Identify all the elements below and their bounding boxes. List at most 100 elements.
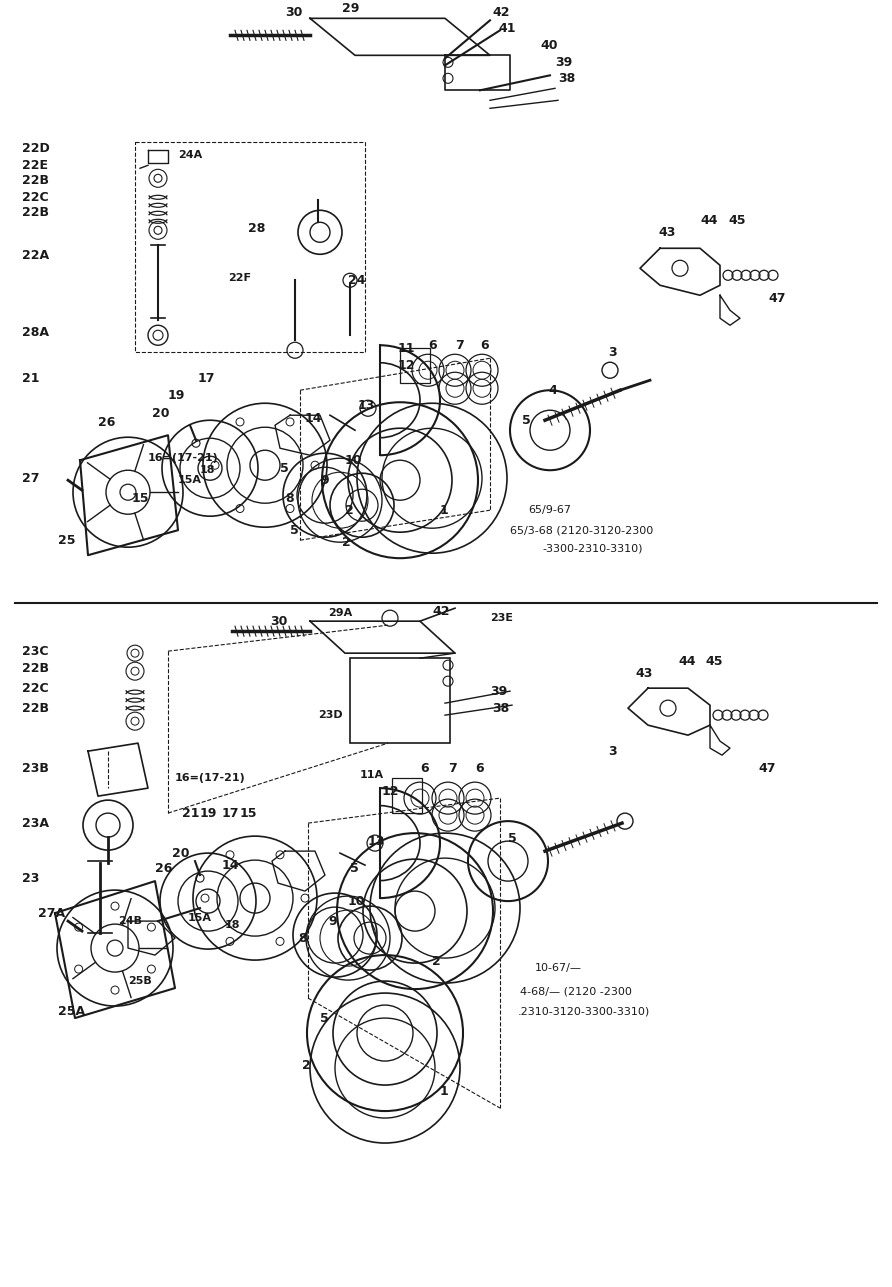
Text: 12: 12 — [382, 785, 400, 798]
Text: 16=(17-21): 16=(17-21) — [175, 773, 246, 782]
Text: 14: 14 — [222, 858, 239, 871]
Text: 19: 19 — [168, 389, 186, 402]
Text: 65/3-68 (2120-3120-2300: 65/3-68 (2120-3120-2300 — [510, 525, 653, 535]
Text: 27A: 27A — [38, 906, 65, 920]
Text: 65/9-67: 65/9-67 — [528, 506, 571, 515]
Text: 2: 2 — [345, 503, 354, 516]
Text: 30: 30 — [285, 6, 302, 19]
Bar — [392, 779, 422, 813]
Text: 24B: 24B — [118, 916, 142, 927]
Text: 10: 10 — [348, 894, 366, 907]
Text: 22C: 22C — [22, 190, 49, 203]
Text: 14: 14 — [305, 412, 323, 425]
Text: 42: 42 — [492, 6, 509, 19]
Text: 8: 8 — [285, 492, 293, 505]
Text: 24: 24 — [348, 274, 366, 287]
Text: 13: 13 — [358, 399, 376, 412]
Text: 30: 30 — [270, 615, 287, 628]
Bar — [135, 143, 365, 353]
Text: 5: 5 — [522, 413, 531, 427]
Text: 6: 6 — [475, 762, 483, 775]
Text: 20: 20 — [152, 407, 169, 420]
Text: 4-68/— (2120 -2300: 4-68/— (2120 -2300 — [520, 986, 632, 996]
Text: 29: 29 — [342, 1, 359, 15]
Text: 41: 41 — [498, 22, 516, 35]
Text: 13: 13 — [368, 834, 385, 848]
Text: 11: 11 — [398, 342, 416, 355]
Text: 5: 5 — [508, 831, 516, 844]
Text: 25B: 25B — [128, 976, 152, 986]
Text: 8: 8 — [298, 932, 307, 945]
Text: 22C: 22C — [22, 682, 49, 695]
Text: 17: 17 — [222, 807, 239, 820]
Text: 15: 15 — [132, 492, 150, 505]
Text: 2: 2 — [302, 1059, 310, 1072]
Text: 22B: 22B — [22, 662, 49, 674]
Text: 22E: 22E — [22, 158, 48, 171]
Text: 47: 47 — [768, 292, 786, 305]
Text: 5: 5 — [290, 524, 299, 537]
Text: 26: 26 — [98, 416, 115, 429]
Text: 38: 38 — [558, 72, 575, 85]
Text: 3: 3 — [608, 346, 616, 359]
Text: 15A: 15A — [178, 475, 202, 485]
Text: 2: 2 — [342, 535, 351, 548]
Text: 18: 18 — [225, 920, 241, 931]
Text: 24A: 24A — [178, 151, 202, 161]
Text: 20: 20 — [172, 847, 189, 860]
Text: 40: 40 — [540, 39, 558, 51]
Text: 38: 38 — [492, 701, 509, 714]
Text: 16=(17-21): 16=(17-21) — [148, 453, 219, 463]
Text: 15A: 15A — [188, 912, 212, 923]
Text: 11A: 11A — [360, 770, 384, 780]
Text: 27: 27 — [22, 472, 39, 485]
Text: 42: 42 — [432, 605, 450, 618]
Text: 18: 18 — [200, 465, 216, 475]
Text: 23D: 23D — [318, 710, 343, 721]
Text: 12: 12 — [398, 359, 416, 372]
Bar — [400, 349, 430, 384]
Text: 25: 25 — [58, 534, 76, 547]
Text: 45: 45 — [728, 214, 746, 227]
Text: 22D: 22D — [22, 142, 50, 154]
Text: 22A: 22A — [22, 248, 49, 261]
Text: 23: 23 — [22, 871, 39, 884]
Text: 23C: 23C — [22, 645, 48, 658]
Text: -3300-2310-3310): -3300-2310-3310) — [542, 543, 642, 553]
Text: 28A: 28A — [22, 326, 49, 338]
Text: 1: 1 — [440, 1085, 449, 1098]
Text: 5: 5 — [320, 1012, 329, 1024]
Text: 6: 6 — [428, 338, 436, 351]
Text: 25A: 25A — [58, 1005, 85, 1018]
Text: 17: 17 — [198, 372, 216, 385]
Text: 22F: 22F — [228, 273, 251, 283]
Text: 39: 39 — [555, 55, 573, 68]
Text: 4: 4 — [548, 384, 557, 396]
Text: 23A: 23A — [22, 817, 49, 830]
Text: 6: 6 — [420, 762, 429, 775]
Text: 10: 10 — [345, 454, 362, 467]
Text: 47: 47 — [758, 762, 775, 775]
Text: 23B: 23B — [22, 762, 49, 775]
Text: 10-67/—: 10-67/— — [535, 963, 582, 973]
Text: 5: 5 — [350, 861, 359, 875]
Text: 22B: 22B — [22, 174, 49, 187]
Text: 39: 39 — [490, 685, 508, 698]
Text: 22B: 22B — [22, 206, 49, 219]
Text: 6: 6 — [480, 338, 489, 351]
Text: 44: 44 — [700, 214, 717, 227]
Text: 15: 15 — [240, 807, 258, 820]
Text: 45: 45 — [705, 655, 723, 668]
Text: 21: 21 — [182, 807, 200, 820]
Text: 23E: 23E — [490, 613, 513, 623]
Text: 26: 26 — [155, 861, 172, 875]
Text: 29A: 29A — [328, 609, 352, 618]
Text: .2310-3120-3300-3310): .2310-3120-3300-3310) — [518, 1006, 650, 1015]
Text: 44: 44 — [678, 655, 696, 668]
Text: 5: 5 — [280, 462, 289, 475]
Text: 2: 2 — [432, 955, 441, 968]
Text: 1: 1 — [440, 503, 449, 516]
Text: 22B: 22B — [22, 701, 49, 714]
Text: 9: 9 — [328, 915, 336, 928]
Text: 21: 21 — [22, 372, 39, 385]
